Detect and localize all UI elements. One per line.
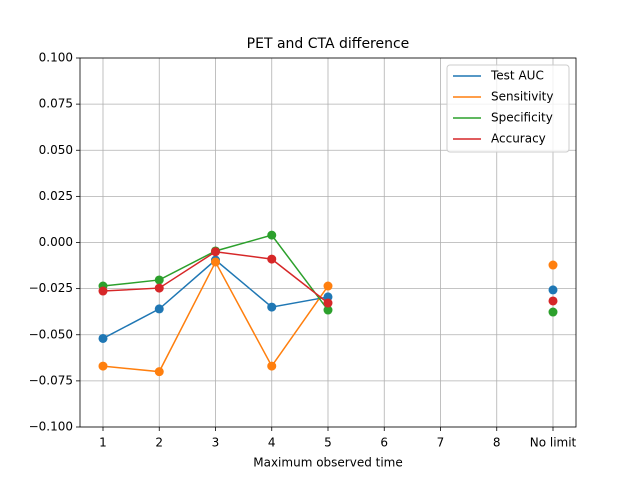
y-tick-label: 0.050	[39, 143, 73, 157]
point	[211, 247, 220, 257]
y-tick-label: −0.075	[29, 373, 73, 387]
y-tick-label: 0.025	[39, 189, 73, 203]
x-tick-label: 5	[324, 436, 332, 450]
x-tick-label: 2	[155, 436, 163, 450]
x-tick-label: No limit	[530, 436, 577, 450]
x-tick-label: 6	[380, 436, 388, 450]
legend-label: Specificity	[491, 111, 553, 125]
x-tick-label: 1	[99, 436, 107, 450]
point	[154, 283, 164, 293]
x-tick-label: 8	[493, 436, 501, 450]
y-tick-label: 0.100	[39, 51, 73, 65]
point	[323, 305, 333, 315]
y-tick-label: −0.050	[29, 327, 73, 341]
axes-frame	[79, 57, 577, 428]
point	[323, 298, 333, 308]
legend-label: Accuracy	[491, 132, 546, 146]
legend-label: Test AUC	[490, 69, 544, 83]
point	[154, 367, 164, 377]
y-tick-label: 0.075	[39, 97, 73, 111]
x-tick-label: 4	[268, 436, 276, 450]
x-tick-label: 7	[437, 436, 445, 450]
y-tick-label: −0.100	[29, 420, 73, 434]
x-tick-label: 3	[212, 436, 220, 450]
point	[548, 296, 558, 306]
point	[98, 361, 108, 371]
point	[267, 254, 277, 264]
point	[98, 333, 108, 343]
point	[548, 285, 558, 295]
point	[548, 260, 558, 270]
point	[267, 361, 277, 371]
point	[154, 304, 164, 314]
point	[98, 286, 108, 296]
y-tick-label: 0.000	[39, 235, 73, 249]
point	[323, 281, 333, 291]
legend-label: Sensitivity	[491, 90, 553, 104]
legend-box	[446, 64, 570, 153]
point	[211, 257, 220, 267]
chart-title: PET and CTA difference	[247, 36, 410, 52]
y-tick-label: −0.025	[29, 281, 73, 295]
point	[267, 302, 277, 312]
point	[548, 307, 558, 317]
point	[267, 230, 277, 240]
x-axis-label: Maximum observed time	[253, 456, 403, 470]
point	[154, 275, 164, 285]
